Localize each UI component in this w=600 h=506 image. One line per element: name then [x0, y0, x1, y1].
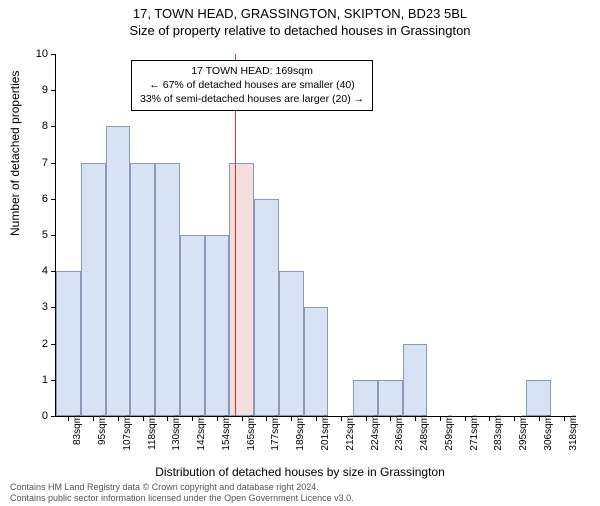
xtick-mark: [539, 416, 540, 421]
histogram-bar: [155, 163, 180, 416]
histogram-bar: [353, 380, 378, 416]
ytick-mark: [51, 199, 56, 200]
xtick-label: 165sqm: [246, 415, 257, 451]
histogram-bar: [81, 163, 106, 416]
xtick-mark: [514, 416, 515, 421]
xtick-mark: [291, 416, 292, 421]
xtick-label: 283sqm: [493, 415, 504, 451]
ytick-label: 7: [28, 157, 48, 169]
histogram-bar: [403, 344, 428, 416]
annotation-line-3: 33% of semi-detached houses are larger (…: [140, 92, 364, 106]
histogram-bar: [279, 271, 304, 416]
xtick-mark: [93, 416, 94, 421]
xtick-label: 259sqm: [444, 415, 455, 451]
histogram-bar: [56, 271, 81, 416]
chart-plot-area: 01234567891083sqm95sqm107sqm118sqm130sqm…: [55, 54, 576, 417]
xtick-label: 318sqm: [568, 415, 579, 451]
histogram-bar: [254, 199, 279, 416]
histogram-bar: [205, 235, 230, 416]
xtick-label: 177sqm: [270, 415, 281, 451]
y-axis-label: Number of detached properties: [8, 71, 22, 236]
histogram-bar: [106, 126, 131, 416]
ytick-mark: [51, 54, 56, 55]
xtick-mark: [118, 416, 119, 421]
histogram-bar: [304, 307, 329, 416]
chart-title-sub: Size of property relative to detached ho…: [0, 23, 600, 38]
xtick-mark: [192, 416, 193, 421]
xtick-label: 248sqm: [419, 415, 430, 451]
xtick-label: 295sqm: [518, 415, 529, 451]
xtick-label: 306sqm: [543, 415, 554, 451]
ytick-label: 3: [28, 301, 48, 313]
ytick-label: 9: [28, 84, 48, 96]
xtick-label: 189sqm: [295, 415, 306, 451]
ytick-mark: [51, 416, 56, 417]
attribution-line-2: Contains public sector information licen…: [10, 493, 354, 504]
ytick-label: 0: [28, 410, 48, 422]
xtick-mark: [415, 416, 416, 421]
chart-title-main: 17, TOWN HEAD, GRASSINGTON, SKIPTON, BD2…: [0, 6, 600, 21]
xtick-label: 107sqm: [122, 415, 133, 451]
ytick-label: 8: [28, 120, 48, 132]
xtick-label: 224sqm: [370, 415, 381, 451]
ytick-mark: [51, 126, 56, 127]
annotation-line-2: ← 67% of detached houses are smaller (40…: [140, 78, 364, 92]
histogram-bar: [526, 380, 551, 416]
xtick-label: 118sqm: [147, 415, 158, 450]
xtick-mark: [390, 416, 391, 421]
annotation-callout: 17 TOWN HEAD: 169sqm← 67% of detached ho…: [131, 60, 373, 111]
ytick-label: 1: [28, 374, 48, 386]
xtick-mark: [217, 416, 218, 421]
x-axis-label: Distribution of detached houses by size …: [0, 465, 600, 479]
xtick-label: 83sqm: [72, 415, 83, 445]
ytick-label: 5: [28, 229, 48, 241]
xtick-mark: [68, 416, 69, 421]
xtick-mark: [316, 416, 317, 421]
attribution-text: Contains HM Land Registry data © Crown c…: [10, 482, 354, 504]
histogram-bar: [229, 163, 254, 416]
ytick-label: 10: [28, 48, 48, 60]
xtick-mark: [167, 416, 168, 421]
ytick-label: 6: [28, 193, 48, 205]
xtick-label: 212sqm: [345, 415, 356, 451]
ytick-mark: [51, 235, 56, 236]
ytick-label: 2: [28, 338, 48, 350]
xtick-mark: [266, 416, 267, 421]
histogram-bar: [130, 163, 155, 416]
xtick-label: 142sqm: [196, 415, 207, 451]
ytick-mark: [51, 163, 56, 164]
xtick-mark: [366, 416, 367, 421]
xtick-mark: [465, 416, 466, 421]
xtick-label: 95sqm: [97, 415, 108, 445]
xtick-mark: [440, 416, 441, 421]
xtick-label: 154sqm: [221, 415, 232, 451]
xtick-mark: [489, 416, 490, 421]
attribution-line-1: Contains HM Land Registry data © Crown c…: [10, 482, 354, 493]
xtick-mark: [341, 416, 342, 421]
xtick-label: 130sqm: [171, 415, 182, 451]
histogram-bar: [378, 380, 403, 416]
xtick-mark: [564, 416, 565, 421]
xtick-label: 201sqm: [320, 415, 331, 451]
xtick-mark: [143, 416, 144, 421]
histogram-bar: [180, 235, 205, 416]
xtick-mark: [242, 416, 243, 421]
ytick-label: 4: [28, 265, 48, 277]
xtick-label: 236sqm: [394, 415, 405, 451]
ytick-mark: [51, 90, 56, 91]
annotation-line-1: 17 TOWN HEAD: 169sqm: [140, 64, 364, 78]
xtick-label: 271sqm: [469, 415, 480, 451]
